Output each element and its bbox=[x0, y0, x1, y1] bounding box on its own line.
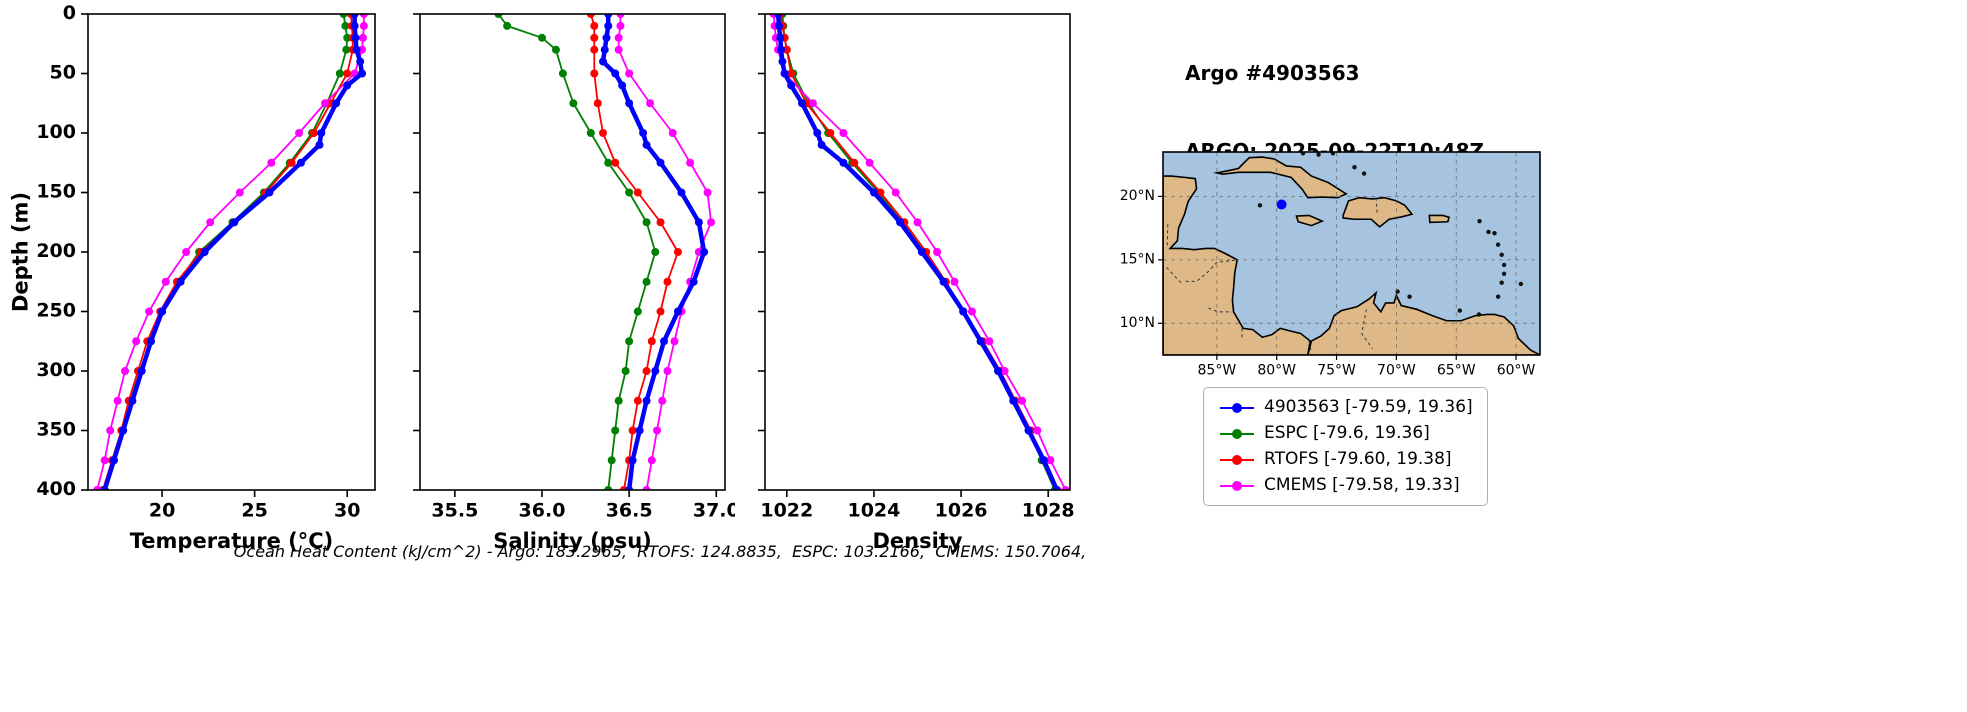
legend-line-marker-icon bbox=[1220, 454, 1254, 465]
legend-box: 4903563 [-79.59, 19.36] ESPC [-79.6, 19.3… bbox=[1203, 387, 1488, 506]
legend-label: RTOFS [-79.60, 19.38] bbox=[1264, 449, 1452, 469]
ocean-heat-content-caption: Ocean Heat Content (kJ/cm^2) - Argo: 183… bbox=[233, 542, 1087, 561]
legend-item: ESPC [-79.6, 19.36] bbox=[1218, 424, 1473, 443]
legend-label: CMEMS [-79.58, 19.33] bbox=[1264, 475, 1460, 495]
legend-line-marker-icon bbox=[1220, 428, 1254, 439]
legend-item: 4903563 [-79.59, 19.36] bbox=[1218, 398, 1473, 417]
legend-label: 4903563 [-79.59, 19.36] bbox=[1264, 397, 1473, 417]
legend-label: ESPC [-79.6, 19.36] bbox=[1264, 423, 1430, 443]
caribbean-location-map bbox=[1100, 140, 1580, 405]
salinity-profile-chart bbox=[405, 0, 735, 560]
legend-line-marker-icon bbox=[1220, 402, 1254, 413]
density-profile-chart bbox=[750, 0, 1080, 560]
legend-line-marker-icon bbox=[1220, 480, 1254, 491]
float-id-title: Argo #4903563 bbox=[1185, 61, 1360, 85]
legend-item: CMEMS [-79.58, 19.33] bbox=[1218, 476, 1473, 495]
legend-item: RTOFS [-79.60, 19.38] bbox=[1218, 450, 1473, 469]
temperature-profile-chart bbox=[0, 0, 380, 560]
